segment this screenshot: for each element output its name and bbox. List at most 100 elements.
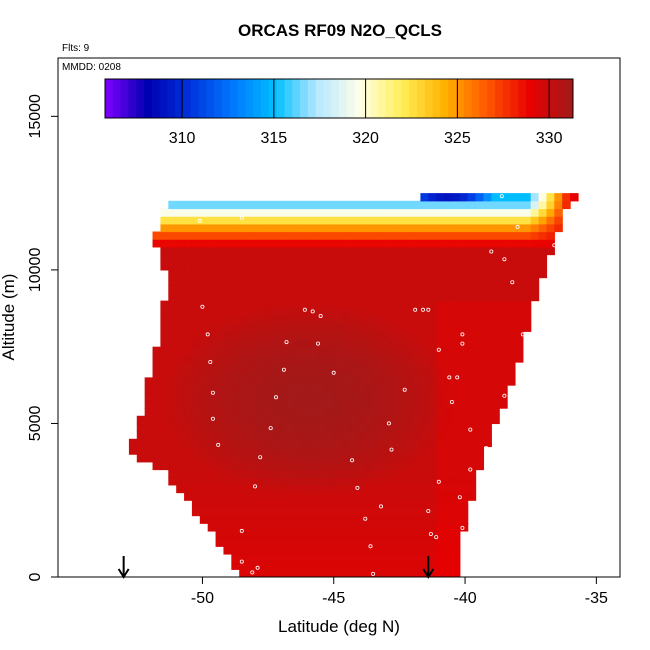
field-cell <box>176 392 185 402</box>
field-cell <box>184 231 193 240</box>
field-cell <box>310 292 319 302</box>
field-cell <box>333 492 343 501</box>
field-cell <box>444 569 453 577</box>
colorbar: 310 315 320 325 330 <box>104 78 574 147</box>
field-cell <box>231 377 240 386</box>
field-cell <box>349 492 358 501</box>
field-cell <box>428 292 437 302</box>
field-cell <box>412 446 422 455</box>
field-cell <box>341 362 351 371</box>
field-cell <box>223 208 232 217</box>
flight-track-point <box>502 393 507 398</box>
field-cell <box>247 415 256 425</box>
field-cell <box>270 492 280 501</box>
field-cell <box>302 523 311 532</box>
field-cell <box>302 553 311 563</box>
field-cell <box>357 477 366 486</box>
field-cell <box>254 216 264 225</box>
field-cell <box>160 262 169 271</box>
field-cell <box>444 385 453 394</box>
field-cell <box>317 277 327 286</box>
field-cell <box>247 446 256 455</box>
field-cell <box>373 469 382 478</box>
field-cell <box>396 346 406 355</box>
colorbar-swatch <box>183 79 192 118</box>
field-cell <box>491 354 500 363</box>
flight-track-point <box>555 188 560 193</box>
field-cell <box>176 438 185 448</box>
field-cell <box>286 323 295 332</box>
field-cell <box>444 223 453 233</box>
field-cell <box>184 400 193 409</box>
field-cell <box>262 292 272 302</box>
field-cell <box>215 469 225 478</box>
field-cell <box>388 538 398 547</box>
field-cell <box>136 415 146 425</box>
field-cell <box>444 246 453 256</box>
field-cell <box>199 369 209 378</box>
field-cell <box>475 339 485 348</box>
field-cell <box>349 446 358 455</box>
field-cell <box>199 277 209 286</box>
field-cell <box>333 223 343 233</box>
field-cell <box>254 530 264 540</box>
field-cell <box>199 315 209 325</box>
field-cell <box>428 438 437 448</box>
field-cell <box>396 339 406 348</box>
field-cell <box>302 507 311 517</box>
field-cell <box>152 408 162 417</box>
field-cell <box>444 507 453 517</box>
field-cell <box>428 285 437 294</box>
field-cell <box>420 431 429 440</box>
field-cell <box>341 500 351 509</box>
field-cell <box>530 216 540 225</box>
flight-track-point <box>258 455 263 460</box>
field-cell <box>270 400 280 409</box>
field-cell <box>451 254 461 263</box>
field-cell <box>317 523 327 532</box>
field-cell <box>317 323 327 332</box>
field-cell <box>420 515 429 524</box>
flight-track-point <box>386 421 391 426</box>
field-cell <box>404 300 414 309</box>
field-cell <box>310 569 319 577</box>
field-cell <box>404 223 414 233</box>
field-cell <box>499 246 508 256</box>
field-cell <box>467 285 477 294</box>
field-cell <box>286 315 295 325</box>
field-cell <box>396 569 406 577</box>
field-cell <box>325 515 335 524</box>
field-cell <box>475 269 485 279</box>
colorbar-swatch <box>222 79 231 118</box>
field-cell <box>436 538 445 547</box>
field-cell <box>325 239 335 248</box>
field-cell <box>262 477 272 486</box>
field-cell <box>191 246 201 256</box>
field-cell <box>270 561 280 570</box>
field-cell <box>176 385 185 394</box>
flight-track-point <box>310 309 315 314</box>
field-cell <box>436 415 445 425</box>
field-cell <box>546 193 555 202</box>
field-cell <box>215 438 225 448</box>
field-cell <box>270 331 280 340</box>
field-cell <box>278 308 288 317</box>
field-cell <box>428 331 437 340</box>
field-cell <box>231 200 240 210</box>
field-cell <box>223 438 232 448</box>
field-cell <box>373 538 382 547</box>
field-cell <box>199 223 209 233</box>
field-cell <box>546 246 555 256</box>
field-cell <box>491 200 500 210</box>
field-cell <box>231 507 240 517</box>
field-cell <box>451 315 461 325</box>
field-cell <box>483 438 492 448</box>
field-cell <box>365 553 374 563</box>
field-cell <box>396 507 406 517</box>
field-cell <box>349 200 358 210</box>
field-cell <box>396 292 406 302</box>
field-cell <box>357 415 366 425</box>
field-cell <box>262 377 272 386</box>
field-cell <box>199 454 209 463</box>
field-cell <box>475 369 485 378</box>
